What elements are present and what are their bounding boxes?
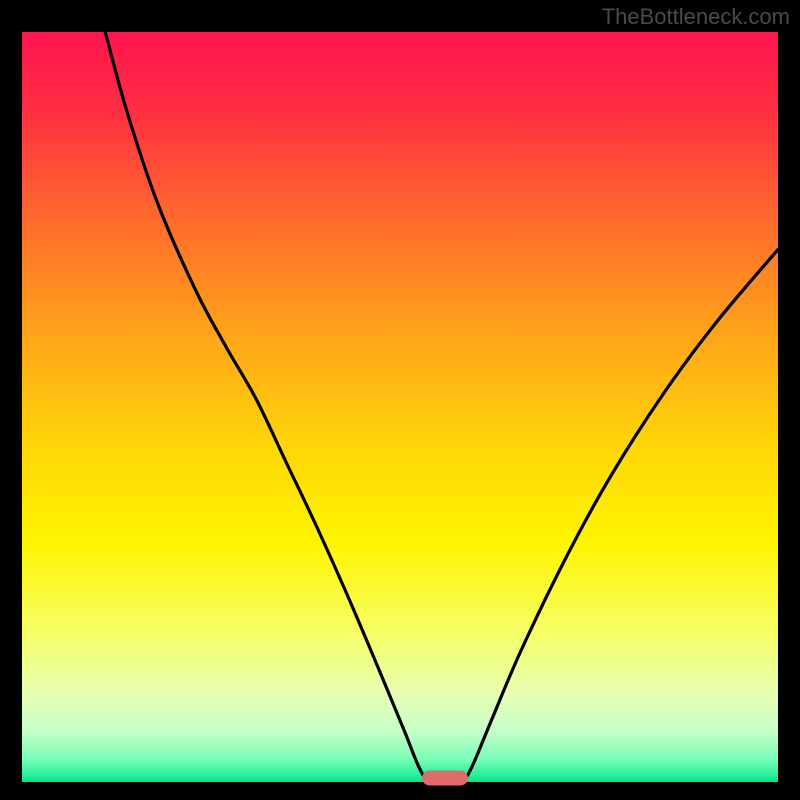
optimal-marker — [422, 771, 468, 786]
plot-area — [22, 32, 778, 782]
watermark-text: TheBottleneck.com — [602, 4, 790, 30]
chart-svg — [22, 32, 778, 782]
chart-container: TheBottleneck.com — [0, 0, 800, 800]
gradient-background — [22, 32, 778, 782]
